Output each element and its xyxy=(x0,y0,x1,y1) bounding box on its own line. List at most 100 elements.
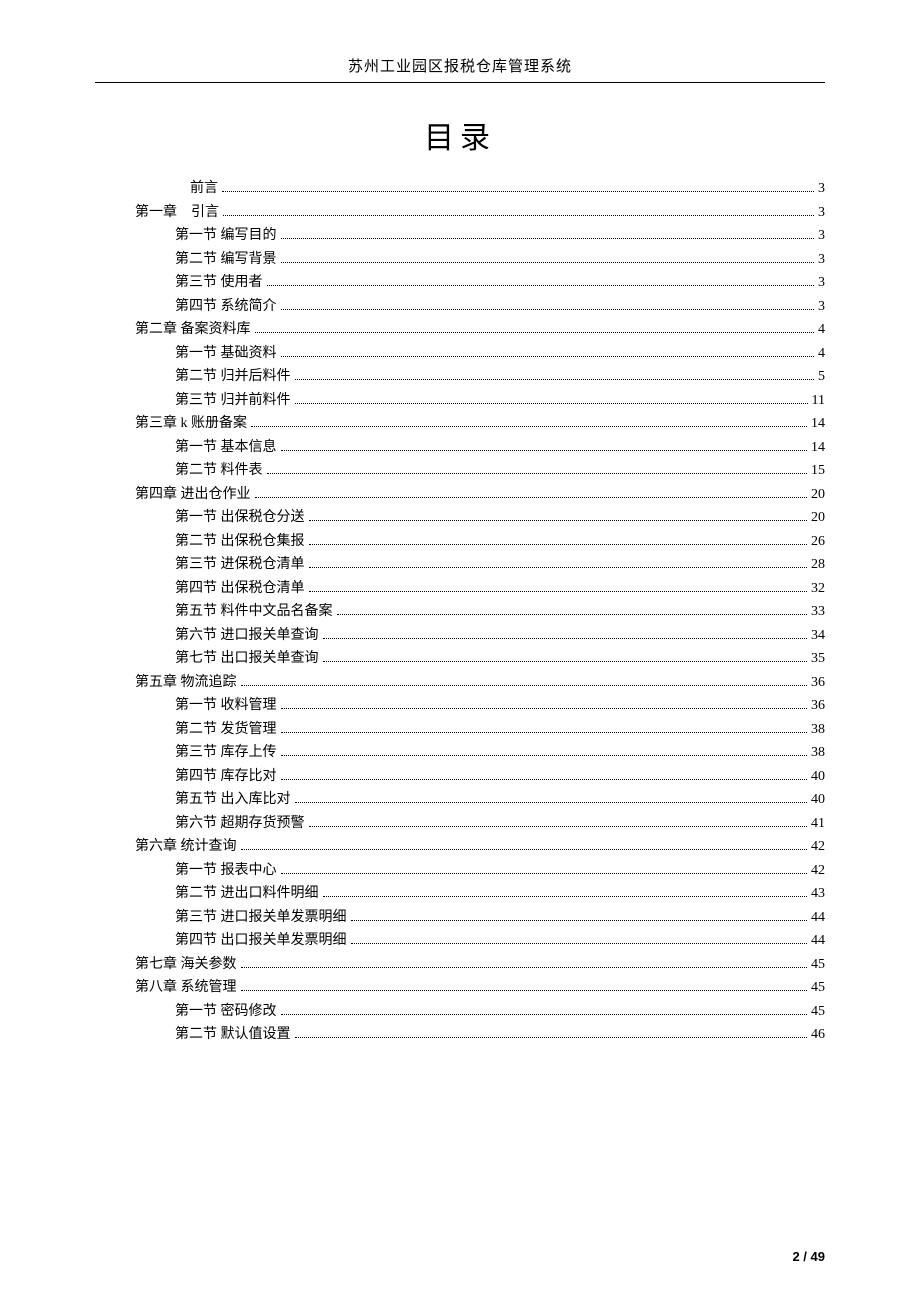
toc-dot-leader xyxy=(281,262,815,263)
toc-entry: 第四节 系统简介3 xyxy=(95,295,825,319)
toc-entry-label: 第二章 备案资料库 xyxy=(135,318,251,342)
toc-dot-leader xyxy=(281,450,808,451)
toc-dot-leader xyxy=(351,920,808,921)
toc-entry-page: 44 xyxy=(811,929,825,953)
toc-entry-page: 38 xyxy=(811,741,825,765)
toc-dot-leader xyxy=(295,1037,808,1038)
toc-entry: 前言3 xyxy=(95,177,825,201)
toc-dot-leader xyxy=(295,802,808,803)
toc-entry-label: 第五章 物流追踪 xyxy=(135,671,237,695)
toc-dot-leader xyxy=(281,238,815,239)
toc-dot-leader xyxy=(309,826,808,827)
toc-dot-leader xyxy=(323,896,808,897)
toc-entry-label: 第一章 引言 xyxy=(135,201,219,225)
toc-entry-page: 3 xyxy=(818,248,825,272)
toc-dot-leader xyxy=(281,732,808,733)
toc-entry-page: 15 xyxy=(811,459,825,483)
toc-dot-leader xyxy=(255,497,808,498)
toc-entry-page: 3 xyxy=(818,271,825,295)
toc-entry-label: 第四章 进出仓作业 xyxy=(135,483,251,507)
toc-dot-leader xyxy=(241,990,808,991)
footer-separator: / xyxy=(800,1249,811,1264)
toc-entry-label: 第五节 出入库比对 xyxy=(175,788,291,812)
toc-entry-label: 第三节 库存上传 xyxy=(175,741,277,765)
page-footer: 2 / 49 xyxy=(792,1249,825,1264)
toc-dot-leader xyxy=(281,708,808,709)
toc-entry-page: 28 xyxy=(811,553,825,577)
toc-entry: 第六节 超期存货预警41 xyxy=(95,812,825,836)
toc-entry-label: 第四节 出口报关单发票明细 xyxy=(175,929,347,953)
toc-dot-leader xyxy=(267,285,815,286)
toc-entry: 第六章 统计查询42 xyxy=(95,835,825,859)
toc-entry: 第六节 进口报关单查询34 xyxy=(95,624,825,648)
toc-entry: 第一节 报表中心42 xyxy=(95,859,825,883)
toc-dot-leader xyxy=(222,191,814,192)
toc-entry: 第一节 密码修改45 xyxy=(95,1000,825,1024)
toc-entry-label: 第三节 归并前料件 xyxy=(175,389,291,413)
toc-dot-leader xyxy=(281,779,808,780)
toc-entry-page: 5 xyxy=(818,365,825,389)
toc-dot-leader xyxy=(223,215,814,216)
toc-dot-leader xyxy=(281,356,815,357)
toc-entry-label: 第二节 出保税仓集报 xyxy=(175,530,305,554)
toc-entry-page: 3 xyxy=(818,201,825,225)
page-header-title: 苏州工业园区报税仓库管理系统 xyxy=(95,55,825,83)
toc-dot-leader xyxy=(281,755,808,756)
toc-entry-page: 4 xyxy=(818,318,825,342)
toc-dot-leader xyxy=(295,403,808,404)
toc-entry: 第四节 库存比对40 xyxy=(95,765,825,789)
toc-entry-label: 第四节 系统简介 xyxy=(175,295,277,319)
toc-entry-label: 第八章 系统管理 xyxy=(135,976,237,1000)
toc-entry-label: 第三节 使用者 xyxy=(175,271,263,295)
toc-entry: 第二章 备案资料库 4 xyxy=(95,318,825,342)
toc-list: 前言3第一章 引言3第一节 编写目的3第二节 编写背景3第三节 使用者3第四节 … xyxy=(95,177,825,1047)
toc-entry-label: 第三章 k 账册备案 xyxy=(135,412,247,436)
toc-entry-label: 第一节 编写目的 xyxy=(175,224,277,248)
toc-entry-label: 第六章 统计查询 xyxy=(135,835,237,859)
toc-entry: 第三节 进保税仓清单 28 xyxy=(95,553,825,577)
toc-entry-page: 33 xyxy=(811,600,825,624)
toc-entry-label: 第二节 发货管理 xyxy=(175,718,277,742)
toc-dot-leader xyxy=(351,943,808,944)
toc-entry-label: 第五节 料件中文品名备案 xyxy=(175,600,333,624)
document-page: 苏州工业园区报税仓库管理系统 目录 前言3第一章 引言3第一节 编写目的3第二节… xyxy=(0,0,920,1047)
toc-dot-leader xyxy=(255,332,815,333)
toc-entry-label: 第二节 默认值设置 xyxy=(175,1023,291,1047)
toc-entry-page: 38 xyxy=(811,718,825,742)
toc-entry: 第八章 系统管理 45 xyxy=(95,976,825,1000)
toc-dot-leader xyxy=(241,967,808,968)
toc-entry: 第三节 进口报关单发票明细44 xyxy=(95,906,825,930)
toc-entry: 第四节 出口报关单发票明细 44 xyxy=(95,929,825,953)
toc-entry: 第三章 k 账册备案14 xyxy=(95,412,825,436)
toc-entry-page: 32 xyxy=(811,577,825,601)
toc-entry-label: 第七节 出口报关单查询 xyxy=(175,647,319,671)
toc-entry-page: 35 xyxy=(811,647,825,671)
toc-entry-page: 45 xyxy=(811,953,825,977)
toc-entry-page: 3 xyxy=(818,177,825,201)
toc-entry: 第七章 海关参数45 xyxy=(95,953,825,977)
toc-dot-leader xyxy=(251,426,807,427)
toc-entry: 第五节 出入库比对40 xyxy=(95,788,825,812)
toc-entry: 第二节 默认值设置46 xyxy=(95,1023,825,1047)
toc-entry-page: 41 xyxy=(811,812,825,836)
toc-dot-leader xyxy=(241,849,808,850)
toc-entry-label: 第一节 出保税仓分送 xyxy=(175,506,305,530)
toc-dot-leader xyxy=(241,685,808,686)
toc-dot-leader xyxy=(267,473,808,474)
toc-entry-page: 42 xyxy=(811,859,825,883)
toc-entry-label: 第二节 归并后料件 xyxy=(175,365,291,389)
toc-entry-page: 3 xyxy=(818,224,825,248)
toc-dot-leader xyxy=(309,567,808,568)
toc-entry-label: 第二节 编写背景 xyxy=(175,248,277,272)
toc-entry: 第一节 基本信息14 xyxy=(95,436,825,460)
toc-entry: 第四章 进出仓作业 20 xyxy=(95,483,825,507)
toc-entry: 第二节 进出口料件明细43 xyxy=(95,882,825,906)
toc-dot-leader xyxy=(281,309,815,310)
toc-entry: 第四节 出保税仓清单32 xyxy=(95,577,825,601)
toc-entry: 第五节 料件中文品名备案 33 xyxy=(95,600,825,624)
toc-entry-page: 20 xyxy=(811,483,825,507)
toc-entry: 第二节 出保税仓集报26 xyxy=(95,530,825,554)
toc-entry-label: 第三节 进保税仓清单 xyxy=(175,553,305,577)
toc-entry-page: 45 xyxy=(811,976,825,1000)
toc-entry-label: 第一节 密码修改 xyxy=(175,1000,277,1024)
